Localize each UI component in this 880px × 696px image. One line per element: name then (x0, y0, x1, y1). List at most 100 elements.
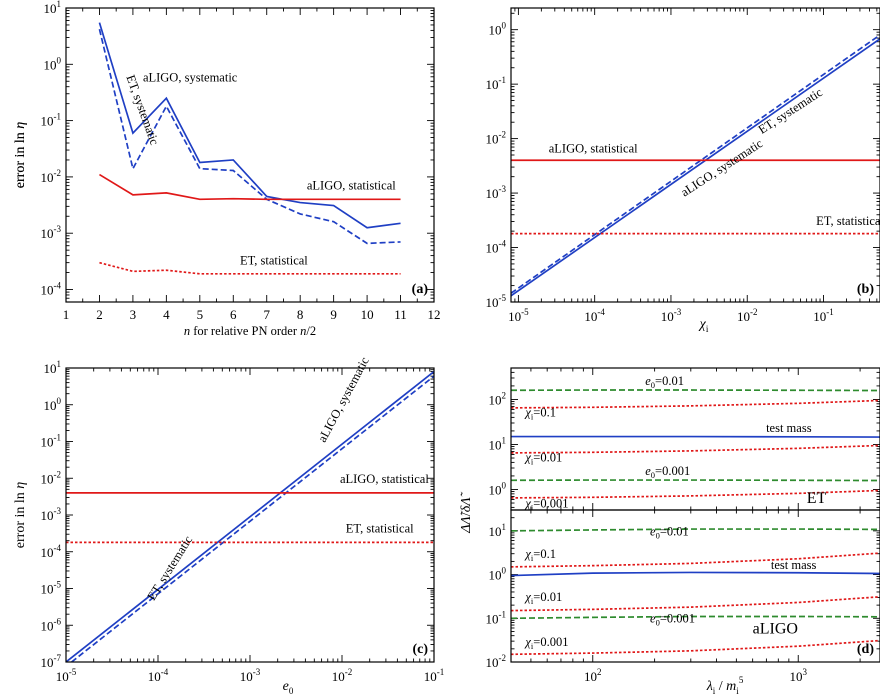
x-tick-label: 7 (263, 307, 270, 322)
annotation-value: =0.001 (655, 464, 690, 478)
tick-exponent: -5 (54, 580, 62, 590)
tick-label: 10-4 (41, 281, 62, 298)
plot-frame (510, 509, 880, 663)
tick-label: 101 (489, 522, 507, 539)
tick-base: 10 (489, 524, 502, 539)
tick-label: 101 (44, 0, 62, 16)
x-tick-label: 8 (297, 307, 304, 322)
annotation-symbol: e (645, 464, 651, 478)
tick-base: 10 (41, 582, 54, 597)
annotation: e0=0.01 (645, 374, 684, 390)
annotation-subscript: 0 (651, 470, 655, 480)
tick-base: 10 (41, 283, 54, 298)
annotation: aLIGO, systematic (143, 70, 238, 84)
tick-base: 10 (486, 132, 499, 147)
label-part: /2 (306, 324, 316, 338)
tick-label: 10-4 (486, 239, 507, 256)
tick-label: 10-1 (486, 609, 507, 626)
label-part: δΛ̃ (459, 491, 474, 512)
series-line-red-dotted (511, 552, 880, 568)
tick-label: 101 (44, 359, 62, 376)
annotation: χi=0.01 (524, 590, 562, 606)
tick-exponent: -2 (499, 130, 507, 140)
tick-base: 10 (41, 618, 54, 633)
tick-base: 10 (56, 669, 69, 684)
label-part: η (13, 482, 28, 489)
tick-base: 10 (44, 361, 57, 376)
annotation-symbol: e (645, 374, 651, 388)
tick-base: 10 (486, 295, 499, 310)
tick-base: 10 (41, 114, 54, 129)
annotation: aLIGO, statistical (307, 178, 396, 192)
annotation-symbol: χ (524, 590, 531, 604)
tick-base: 10 (486, 186, 499, 201)
label-part: error in ln (13, 129, 28, 188)
series-line-red-dotted (511, 489, 880, 499)
detector-label: ET (807, 490, 827, 507)
tick-label: 100 (489, 21, 507, 38)
label-part: / (715, 679, 726, 694)
annotation-subscript: i (531, 641, 534, 651)
tick-exponent: -3 (674, 307, 682, 317)
tick-label: 10-4 (584, 307, 605, 324)
tick-label: 10-3 (486, 184, 507, 201)
tick-label: 10-6 (41, 616, 62, 633)
annotation-symbol: χ (524, 450, 531, 464)
panel-label: (b) (857, 282, 874, 297)
tick-label: 10-2 (41, 168, 62, 185)
annotation-subscript: i (531, 596, 534, 606)
tick-exponent: -4 (597, 307, 605, 317)
tick-label: 103 (789, 667, 807, 684)
x-axis-label: n for relative PN order n/2 (184, 324, 316, 338)
series-line-blue-solid (511, 571, 880, 577)
tick-label: 101 (489, 435, 507, 452)
tick-base: 10 (44, 398, 57, 413)
annotation-subscript: i (531, 553, 534, 563)
annotation: e0=0.001 (645, 464, 690, 480)
tick-label: 10-1 (486, 75, 507, 92)
panel-b: 10-5 10-4 10-3 10-2 10-110-510-410-310-210-1… (13, 7, 880, 334)
series-line-blue-solid (511, 435, 880, 438)
tick-exponent: -2 (54, 168, 62, 178)
tick-exponent: -2 (499, 653, 507, 663)
label-part: / (459, 512, 474, 516)
annotation-subscript: 0 (656, 531, 660, 541)
tick-base: 10 (148, 669, 161, 684)
x-tick-label: 6 (230, 307, 237, 322)
annotation-subscript: 0 (656, 618, 660, 628)
tick-exponent: -4 (54, 281, 62, 291)
series-line-red-dotted (511, 639, 880, 656)
annotation: χi=0.1 (524, 547, 556, 563)
series-group (511, 389, 880, 499)
tick-exponent: 0 (502, 21, 507, 31)
annotation: ET, systematic (756, 85, 826, 137)
panel-label: (d) (857, 642, 874, 657)
x-tick-label: 11 (394, 307, 407, 322)
tick-base: 10 (41, 435, 54, 450)
tick-exponent: 3 (802, 667, 807, 677)
tick-label: 10-2 (332, 667, 353, 684)
tick-label: 10-4 (41, 543, 62, 560)
series-line-red-dotted (511, 399, 880, 409)
x-tick-label: 5 (197, 307, 204, 322)
x-label-symbol: χ (698, 317, 707, 332)
tick-label: 100 (44, 396, 62, 413)
tick-exponent: -3 (253, 667, 261, 677)
tick-exponent: -4 (54, 543, 62, 553)
tick-exponent: -1 (499, 609, 507, 619)
tick-exponent: 1 (502, 435, 507, 445)
tick-exponent: -2 (345, 667, 353, 677)
tick-exponent: 0 (57, 396, 62, 406)
series-line-blue-dashed (71, 375, 434, 662)
annotation: ET, statistical (240, 253, 308, 267)
tick-exponent: 1 (57, 359, 62, 369)
tick-base: 10 (44, 57, 57, 72)
tick-exponent: -1 (54, 433, 62, 443)
panel-label: (c) (412, 642, 428, 657)
tick-exponent: -3 (54, 506, 62, 516)
tick-base: 10 (41, 170, 54, 185)
plot-frame (510, 7, 880, 303)
tick-exponent: -5 (499, 293, 507, 303)
